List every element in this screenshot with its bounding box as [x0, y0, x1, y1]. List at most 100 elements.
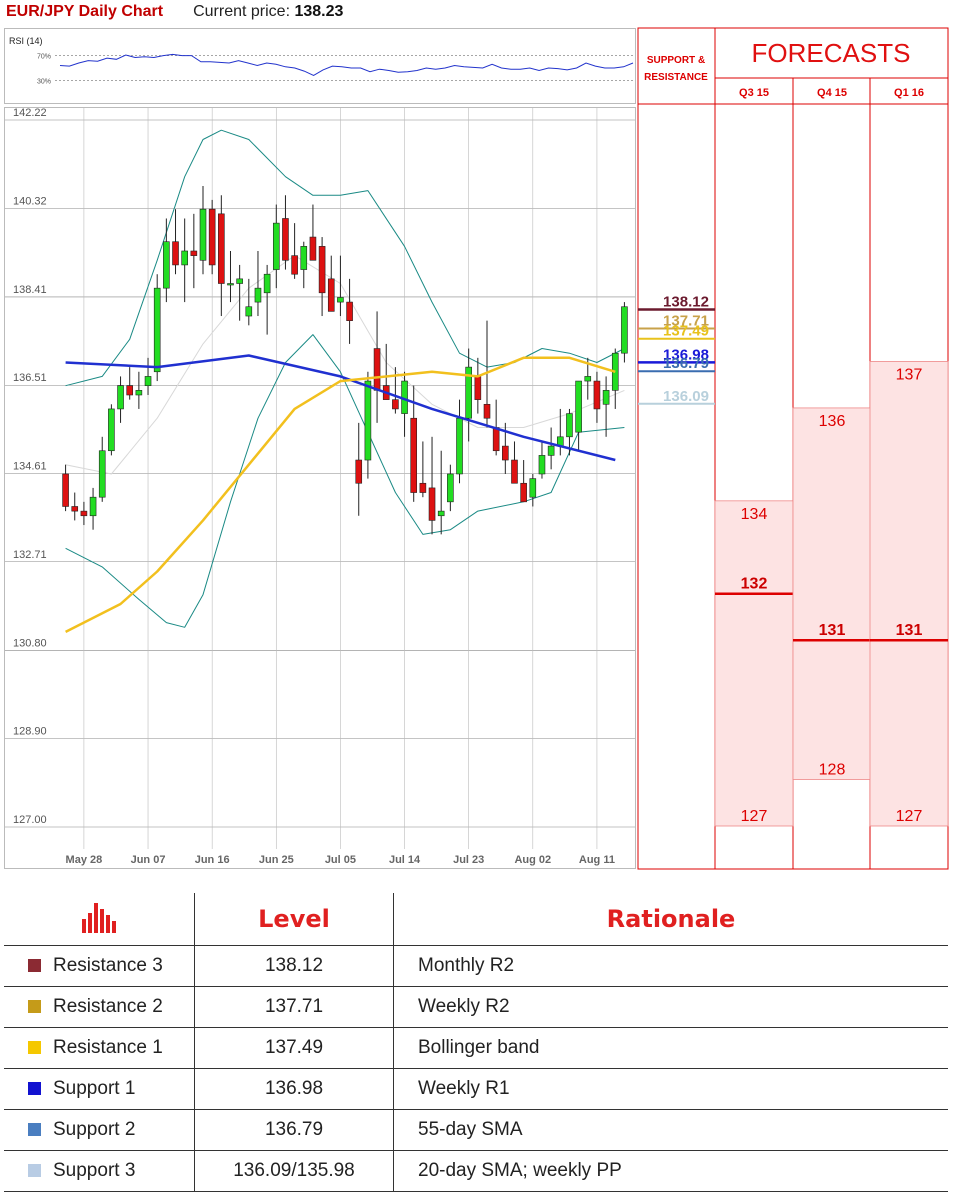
- level-swatch: [28, 1082, 41, 1095]
- candle-up: [575, 380, 582, 433]
- sr-level-label: 136.09: [663, 388, 709, 405]
- candles: [62, 185, 628, 535]
- candle-down: [511, 459, 518, 484]
- y-tick-label: 142.22: [13, 108, 47, 119]
- candle-down: [346, 301, 353, 321]
- x-tick-label: Jul 05: [325, 854, 356, 866]
- level-rationale: Weekly R2: [393, 986, 948, 1028]
- candle-down: [80, 510, 88, 517]
- forecast-range-box: [714, 500, 794, 827]
- y-tick-label: 138.41: [13, 284, 47, 296]
- forecast-range-box: [869, 361, 949, 827]
- forecast-range-box: [792, 407, 872, 780]
- candle-up: [227, 283, 234, 286]
- price-chart: 142.22 140.32 138.41 136.51 134.61 132.71 130.…: [5, 107, 635, 866]
- table-row: Support 1 136.98 Weekly R1: [4, 1068, 948, 1110]
- candle-up: [236, 278, 243, 284]
- rsi-chart: RSI (14) 70% 30%: [9, 36, 634, 85]
- forecast-column-label: Q1 16: [894, 87, 924, 99]
- level-value: 136.79: [194, 1109, 394, 1151]
- rsi-tick-30: 30%: [37, 78, 51, 85]
- x-tick-label: Jun 25: [259, 854, 294, 866]
- candle-down: [327, 278, 335, 312]
- candle-down: [172, 241, 179, 266]
- level-name: Support 3: [4, 1150, 195, 1192]
- sr-level-label: 137.71: [663, 312, 709, 329]
- table-row: Support 2 136.79 55-day SMA: [4, 1109, 948, 1151]
- level-swatch: [28, 1000, 41, 1013]
- y-tick-label: 130.80: [13, 637, 47, 649]
- x-tick-label: Jun 07: [131, 854, 166, 866]
- y-tick-label: 134.61: [13, 461, 47, 473]
- candle-down: [126, 385, 134, 396]
- moving-averages: [65, 354, 616, 634]
- chart-title: EUR/JPY Daily Chart: [6, 3, 164, 20]
- candle-up: [584, 376, 592, 382]
- price-panel: 142.22 140.32 138.41 136.51 134.61 132.71 130.…: [4, 107, 636, 869]
- x-axis-labels: May 28 Jun 07 Jun 16 Jun 25 Jul 05 Jul 14 Jul …: [66, 854, 615, 866]
- table-row: Resistance 1 137.49 Bollinger band: [4, 1027, 948, 1069]
- sma-slow-line: [65, 354, 616, 462]
- forecast-high: 137: [896, 366, 923, 383]
- forecast-column-label: Q4 15: [817, 87, 847, 99]
- forecast-column-label: Q3 15: [739, 87, 769, 99]
- current-price-value: 138.23: [294, 3, 344, 20]
- y-axis-labels: 142.22 140.32 138.41 136.51 134.61 132.71 130.…: [13, 107, 47, 826]
- level-name: Resistance 1: [4, 1027, 195, 1069]
- x-tick-label: Jul 23: [453, 854, 484, 866]
- candle-down: [419, 482, 427, 493]
- candle-up: [447, 473, 454, 503]
- candle-down: [71, 506, 79, 512]
- candle-down: [309, 236, 317, 261]
- candle-down: [520, 482, 527, 503]
- candle-up: [98, 450, 106, 498]
- candle-up: [153, 287, 161, 373]
- candle-up: [181, 250, 188, 266]
- sma-fast-line: [65, 356, 616, 634]
- levels-body: Resistance 3 138.12 Monthly R2 Resistance 2…: [4, 945, 948, 1192]
- forecasts-title: FORECASTS: [752, 38, 911, 68]
- candle-down: [428, 487, 436, 521]
- level-swatch: [28, 1123, 41, 1136]
- forecast-mid: 132: [741, 576, 768, 593]
- candle-up: [621, 306, 628, 354]
- forecast-columns: Q3 15 134 132 127 Q4 15 136 131 128 Q1 16 137 131 1…: [714, 87, 949, 827]
- level-value: 136.98: [194, 1068, 394, 1110]
- level-swatch: [28, 1041, 41, 1054]
- candle-down: [282, 218, 289, 261]
- level-value: 137.49: [194, 1027, 394, 1069]
- level-rationale: 55-day SMA: [393, 1109, 948, 1151]
- y-tick-label: 132.71: [13, 549, 47, 561]
- x-tick-label: May 28: [66, 854, 103, 866]
- chart-header: EUR/JPY Daily Chart Current price: 138.2…: [6, 3, 343, 25]
- table-header: Level Rationale: [4, 893, 948, 946]
- rsi-title: RSI (14): [9, 36, 43, 46]
- y-tick-label: 140.32: [13, 195, 47, 207]
- forecast-low: 127: [896, 808, 923, 825]
- sr-label-2: RESISTANCE: [644, 72, 708, 83]
- level-swatch: [28, 959, 41, 972]
- level-value: 137.71: [194, 986, 394, 1028]
- candle-down: [483, 403, 491, 419]
- bar-chart-icon: [4, 893, 195, 946]
- level-rationale: Bollinger band: [393, 1027, 948, 1069]
- candle-up: [566, 413, 573, 438]
- current-price: Current price: 138.23: [193, 3, 344, 20]
- candle-up: [538, 455, 546, 475]
- sr-level-label: 138.12: [663, 293, 709, 310]
- candle-up: [547, 445, 555, 456]
- levels-table: Level Rationale Resistance 3 138.12 Monthl…: [4, 893, 948, 1192]
- sr-level-label: 137.49: [663, 323, 709, 340]
- y-tick-label: 127.00: [13, 814, 47, 826]
- candle-down: [355, 459, 363, 484]
- x-tick-label: Aug 02: [514, 854, 551, 866]
- x-tick-label: Jun 16: [195, 854, 230, 866]
- candle-up: [529, 478, 537, 498]
- candle-down: [502, 445, 509, 461]
- candle-up: [263, 273, 271, 294]
- candle-down: [392, 399, 399, 410]
- candle-down: [218, 213, 225, 284]
- forecast-mid: 131: [896, 622, 923, 639]
- forecast-panel: SUPPORT & RESISTANCE FORECASTS Q3 15 134 1…: [637, 27, 949, 870]
